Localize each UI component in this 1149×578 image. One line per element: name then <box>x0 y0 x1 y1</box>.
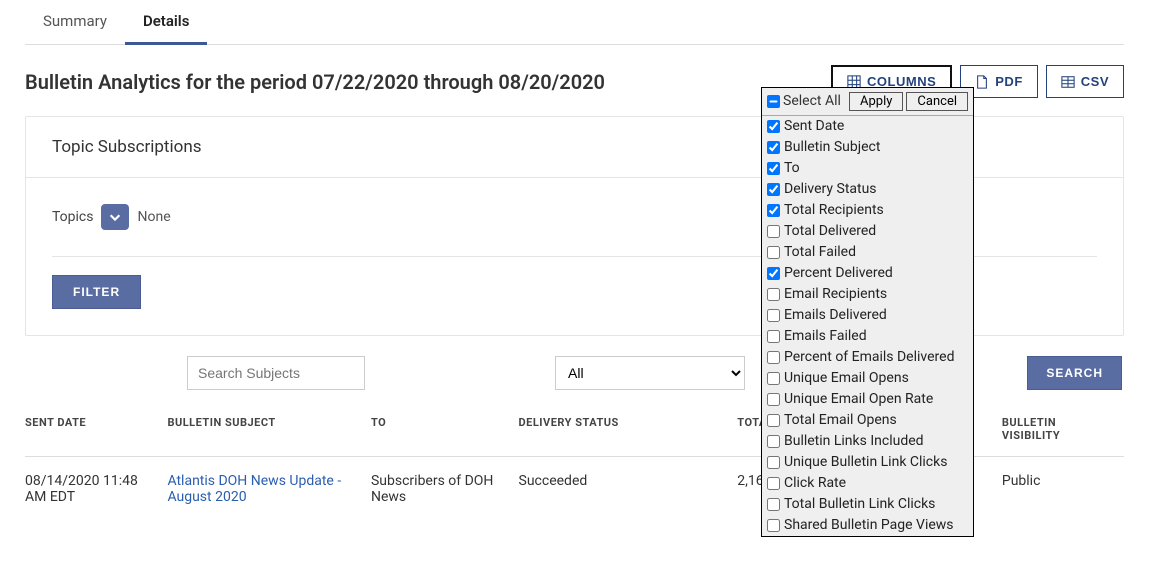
column-option[interactable]: Total Recipients <box>762 200 973 221</box>
cell-bulletin-visibility: Public <box>1002 457 1124 522</box>
column-option-label: Total Bulletin Link Clicks <box>784 494 935 515</box>
status-filter-select[interactable]: All <box>555 356 745 390</box>
column-option-label: Bulletin Links Included <box>784 431 924 452</box>
th-sent-date[interactable]: SENT DATE <box>25 402 167 457</box>
column-option[interactable]: Email Recipients <box>762 284 973 305</box>
column-option[interactable]: Shared Bulletin Page Views <box>762 515 973 536</box>
column-checkbox[interactable] <box>767 519 780 532</box>
column-option[interactable]: Bulletin Subject <box>762 137 973 158</box>
csv-icon <box>1061 75 1075 89</box>
column-option[interactable]: Unique Email Open Rate <box>762 389 973 410</box>
column-option-label: Unique Email Open Rate <box>784 389 933 410</box>
tab-summary[interactable]: Summary <box>25 0 125 44</box>
column-checkbox[interactable] <box>767 393 780 406</box>
column-option-label: Bulletin Subject <box>784 137 880 158</box>
column-checkbox[interactable] <box>767 498 780 511</box>
column-option[interactable]: Bulletin Links Included <box>762 431 973 452</box>
column-option-label: Click Rate <box>784 473 846 494</box>
column-option[interactable]: Emails Delivered <box>762 305 973 326</box>
column-checkbox[interactable] <box>767 120 780 133</box>
apply-button[interactable]: Apply <box>849 92 903 111</box>
pdf-icon <box>975 75 989 89</box>
column-option[interactable]: Total Delivered <box>762 221 973 242</box>
column-checkbox[interactable] <box>767 330 780 343</box>
column-checkbox[interactable] <box>767 456 780 469</box>
cell-sent-date: 08/14/2020 11:48 AM EDT <box>25 457 167 522</box>
column-checkbox[interactable] <box>767 162 780 175</box>
column-option-label: Delivery Status <box>784 179 877 200</box>
column-option-label: To <box>784 158 800 179</box>
th-to[interactable]: TO <box>371 402 519 457</box>
column-option-label: Total Email Opens <box>784 410 897 431</box>
cancel-button[interactable]: Cancel <box>906 92 968 111</box>
tabs: Summary Details <box>25 0 1124 45</box>
column-option-label: Percent Delivered <box>784 263 893 284</box>
csv-label: CSV <box>1081 74 1109 89</box>
column-option[interactable]: To <box>762 158 973 179</box>
column-option-label: Sent Date <box>784 116 844 137</box>
column-checkbox[interactable] <box>767 477 780 490</box>
column-option-label: Unique Email Opens <box>784 368 909 389</box>
search-button[interactable]: SEARCH <box>1027 356 1122 390</box>
pdf-label: PDF <box>995 74 1023 89</box>
column-option[interactable]: Percent of Emails Delivered <box>762 347 973 368</box>
column-checkbox[interactable] <box>767 204 780 217</box>
th-bulletin-visibility[interactable]: BULLETIN VISIBILITY <box>1002 402 1124 457</box>
column-checkbox[interactable] <box>767 351 780 364</box>
page-title: Bulletin Analytics for the period 07/22/… <box>25 70 605 94</box>
topics-value: None <box>137 209 170 225</box>
tab-details[interactable]: Details <box>125 0 207 45</box>
cell-to: Subscribers of DOH News <box>371 457 519 522</box>
column-option-label: Percent of Emails Delivered <box>784 347 954 368</box>
column-checkbox[interactable] <box>767 246 780 259</box>
column-option[interactable]: Sent Date <box>762 116 973 137</box>
column-checkbox[interactable] <box>767 288 780 301</box>
column-option[interactable]: Click Rate <box>762 473 973 494</box>
csv-button[interactable]: CSV <box>1046 65 1124 98</box>
column-checkbox[interactable] <box>767 183 780 196</box>
filter-button[interactable]: FILTER <box>52 275 141 309</box>
th-bulletin-subject[interactable]: BULLETIN SUBJECT <box>167 402 371 457</box>
topics-dropdown-toggle[interactable] <box>101 204 129 230</box>
column-option-label: Total Failed <box>784 242 856 263</box>
column-option-label: Shared Bulletin Page Views <box>784 515 954 536</box>
th-delivery-status[interactable]: DELIVERY STATUS <box>519 402 738 457</box>
column-option-label: Email Recipients <box>784 284 887 305</box>
column-option[interactable]: Delivery Status <box>762 179 973 200</box>
column-checkbox[interactable] <box>767 309 780 322</box>
column-checkbox[interactable] <box>767 225 780 238</box>
column-option[interactable]: Unique Email Opens <box>762 368 973 389</box>
column-option-label: Unique Bulletin Link Clicks <box>784 452 947 473</box>
column-option-label: Emails Failed <box>784 326 867 347</box>
cell-bulletin-subject-link[interactable]: Atlantis DOH News Update - August 2020 <box>167 473 341 505</box>
column-option-label: Total Recipients <box>784 200 884 221</box>
select-all-checkbox[interactable] <box>767 95 780 108</box>
column-checkbox[interactable] <box>767 435 780 448</box>
column-checkbox[interactable] <box>767 141 780 154</box>
cell-delivery-status: Succeeded <box>519 457 738 522</box>
column-option-label: Emails Delivered <box>784 305 887 326</box>
column-checkbox[interactable] <box>767 372 780 385</box>
column-checkbox[interactable] <box>767 414 780 427</box>
topics-label: Topics <box>52 209 93 225</box>
column-option-label: Total Delivered <box>784 221 876 242</box>
columns-dropdown: Select All Apply Cancel Sent DateBulleti… <box>761 87 974 537</box>
column-option[interactable]: Total Bulletin Link Clicks <box>762 494 973 515</box>
column-option[interactable]: Total Failed <box>762 242 973 263</box>
column-option[interactable]: Total Email Opens <box>762 410 973 431</box>
chevron-down-icon <box>108 210 122 224</box>
select-all-label: Select All <box>783 91 846 112</box>
column-option[interactable]: Unique Bulletin Link Clicks <box>762 452 973 473</box>
column-option[interactable]: Emails Failed <box>762 326 973 347</box>
column-checkbox[interactable] <box>767 267 780 280</box>
search-subjects-input[interactable] <box>187 356 365 390</box>
column-option[interactable]: Percent Delivered <box>762 263 973 284</box>
